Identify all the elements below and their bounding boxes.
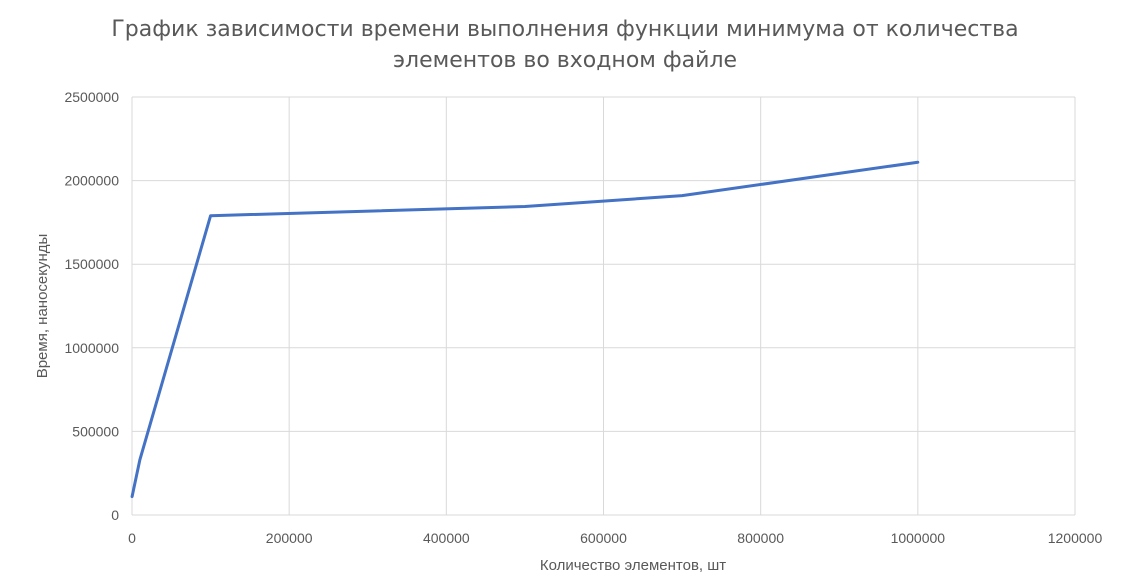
y-tick-label: 2500000	[64, 89, 119, 105]
gridlines	[131, 96, 1076, 516]
x-tick-label: 1200000	[1048, 530, 1103, 546]
y-tick-label: 0	[111, 507, 119, 523]
x-axis-ticks: 0 200000 400000 600000 800000 1000000 1200000	[128, 530, 1102, 546]
y-tick-label: 1500000	[64, 256, 119, 272]
series-line	[130, 160, 920, 499]
series-group	[130, 160, 920, 499]
x-tick-label: 400000	[423, 530, 470, 546]
x-tick-label: 800000	[737, 530, 784, 546]
y-tick-label: 1000000	[64, 340, 119, 356]
y-tick-label: 2000000	[64, 173, 119, 189]
y-axis-label: Время, наносекунды	[34, 234, 51, 379]
x-tick-label: 0	[128, 530, 136, 546]
y-tick-label: 500000	[72, 423, 119, 439]
x-tick-label: 200000	[266, 530, 313, 546]
x-tick-label: 1000000	[891, 530, 946, 546]
x-tick-label: 600000	[580, 530, 627, 546]
y-axis-ticks: 0 500000 1000000 1500000 2000000 2500000	[64, 89, 119, 523]
chart-title: График зависимости времени выполнения фу…	[0, 14, 1130, 76]
chart-title-line-1: График зависимости времени выполнения фу…	[111, 17, 1019, 42]
chart-title-line-2: элементов во входном файле	[392, 48, 738, 73]
x-axis-label: Количество элементов, шт	[540, 557, 726, 574]
